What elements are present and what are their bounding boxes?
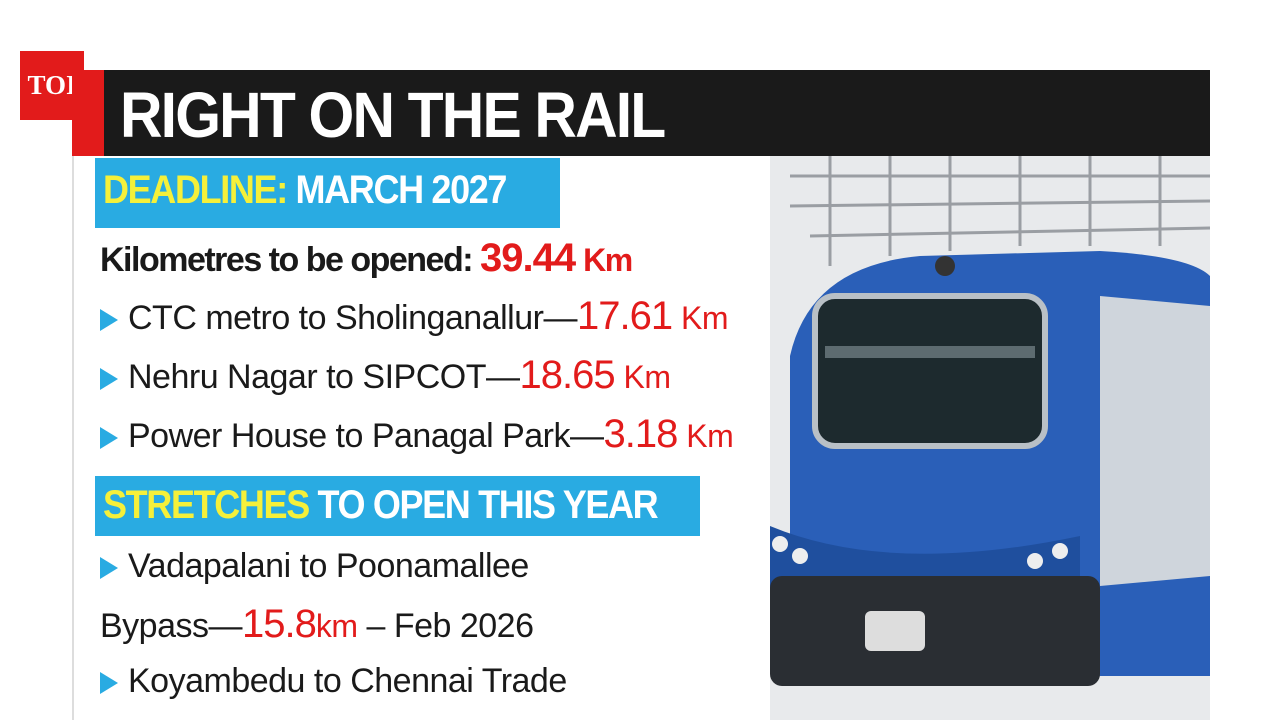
total-km: 39.44 <box>480 236 576 280</box>
stretch-line1: Koyambedu to Chennai Trade <box>128 662 567 700</box>
route-unit: Km <box>686 418 734 454</box>
stretch-line: Koyambedu to Chennai Trade <box>100 662 567 701</box>
stretch-unit: km <box>315 608 358 644</box>
route: CTC metro to Sholinganallur—17.61 Km <box>100 294 729 339</box>
stretch-line: Bypass—15.8km – Feb 2026 <box>100 602 534 647</box>
stretches-label: STRETCHES <box>103 483 310 527</box>
route-unit: Km <box>623 359 672 395</box>
route: Power House to Panagal Park—3.18 Km <box>100 412 734 457</box>
stretch-line: Vadapalani to Poonamallee <box>100 547 529 586</box>
stretches-box: STRETCHES TO OPEN THIS YEAR <box>95 476 700 536</box>
route-km: 3.18 <box>603 412 678 456</box>
stretches-text: STRETCHES TO OPEN THIS YEAR <box>103 483 659 528</box>
stretch-km: 15.8 <box>242 602 317 646</box>
route-name: Nehru Nagar to SIPCOT— <box>128 358 520 396</box>
total-label: Kilometres to be opened: <box>100 241 474 279</box>
stretches-rest: TO OPEN THIS YEAR <box>317 483 659 527</box>
route-km: 17.61 <box>576 294 673 338</box>
stretch-date: – Feb 2026 <box>366 607 534 645</box>
stretch-line2: Bypass— <box>100 607 243 645</box>
route-name: Power House to Panagal Park— <box>128 417 604 455</box>
total-unit: Km <box>583 242 633 278</box>
train-illustration <box>770 156 1210 720</box>
deadline-text: DEADLINE: MARCH 2027 <box>103 168 508 213</box>
route-unit: Km <box>681 300 729 336</box>
deadline-label: DEADLINE: <box>103 168 288 212</box>
accent-strip <box>72 70 104 156</box>
title-bar <box>72 70 1210 156</box>
stretch-line1: Vadapalani to Poonamallee <box>128 547 529 585</box>
deadline-value: MARCH 2027 <box>295 168 508 212</box>
route-name: CTC metro to Sholinganallur— <box>128 299 577 337</box>
route: Nehru Nagar to SIPCOT—18.65 Km <box>100 353 671 398</box>
title: RIGHT ON THE RAIL <box>120 79 666 151</box>
route-km: 18.65 <box>519 353 615 397</box>
total-line: Kilometres to be opened: 39.44 Km <box>100 236 633 281</box>
deadline-box: DEADLINE: MARCH 2027 <box>95 158 560 228</box>
